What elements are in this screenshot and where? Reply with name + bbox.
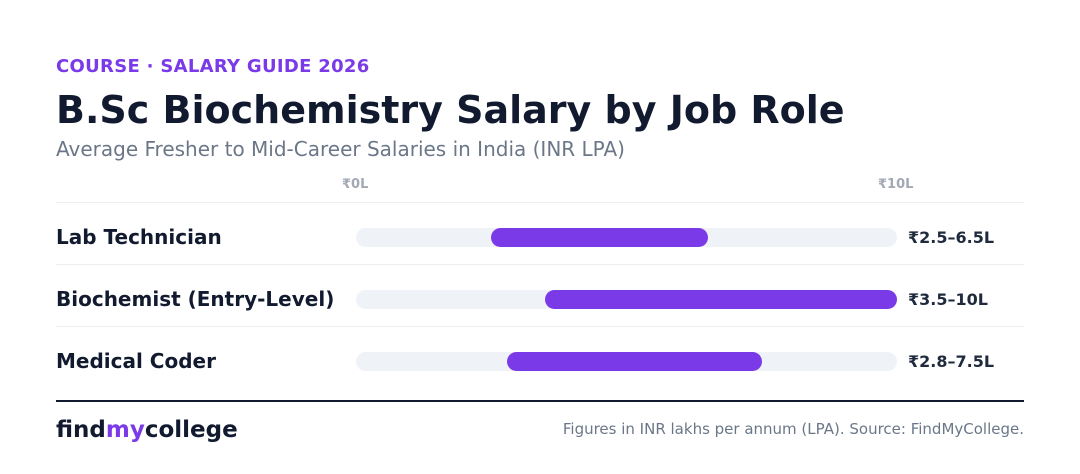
logo-part-find: find (56, 417, 106, 443)
row-label-medical-coder: Medical Coder (56, 349, 216, 373)
range-label-biochemist: ₹3.5–10L (908, 290, 988, 309)
axis-tick-min: ₹0L (342, 177, 369, 192)
eyebrow: COURSE · SALARY GUIDE 2026 (56, 56, 370, 77)
divider (56, 264, 1024, 265)
bar-medical-coder (507, 352, 762, 371)
bar-track (356, 352, 897, 371)
logo[interactable]: findmycollege (56, 416, 238, 444)
divider (56, 202, 1024, 203)
bar-biochemist (545, 290, 897, 309)
source-note: Figures in INR lakhs per annum (LPA). So… (562, 420, 1024, 438)
bar-track (356, 228, 897, 247)
subtitle: Average Fresher to Mid-Career Salaries i… (56, 137, 625, 161)
footer-rule (56, 400, 1024, 402)
divider (56, 326, 1024, 327)
logo-part-my: my (105, 417, 145, 443)
logo-part-college: college (144, 417, 238, 443)
bar-lab-technician (491, 228, 708, 247)
row-label-biochemist: Biochemist (Entry-Level) (56, 287, 335, 311)
range-label-lab-technician: ₹2.5–6.5L (908, 228, 995, 247)
page-title: B.Sc Biochemistry Salary by Job Role (56, 88, 845, 132)
bar-track (356, 290, 897, 309)
axis-tick-max: ₹10L (878, 177, 914, 192)
range-label-medical-coder: ₹2.8–7.5L (908, 352, 995, 371)
row-label-lab-technician: Lab Technician (56, 225, 222, 249)
